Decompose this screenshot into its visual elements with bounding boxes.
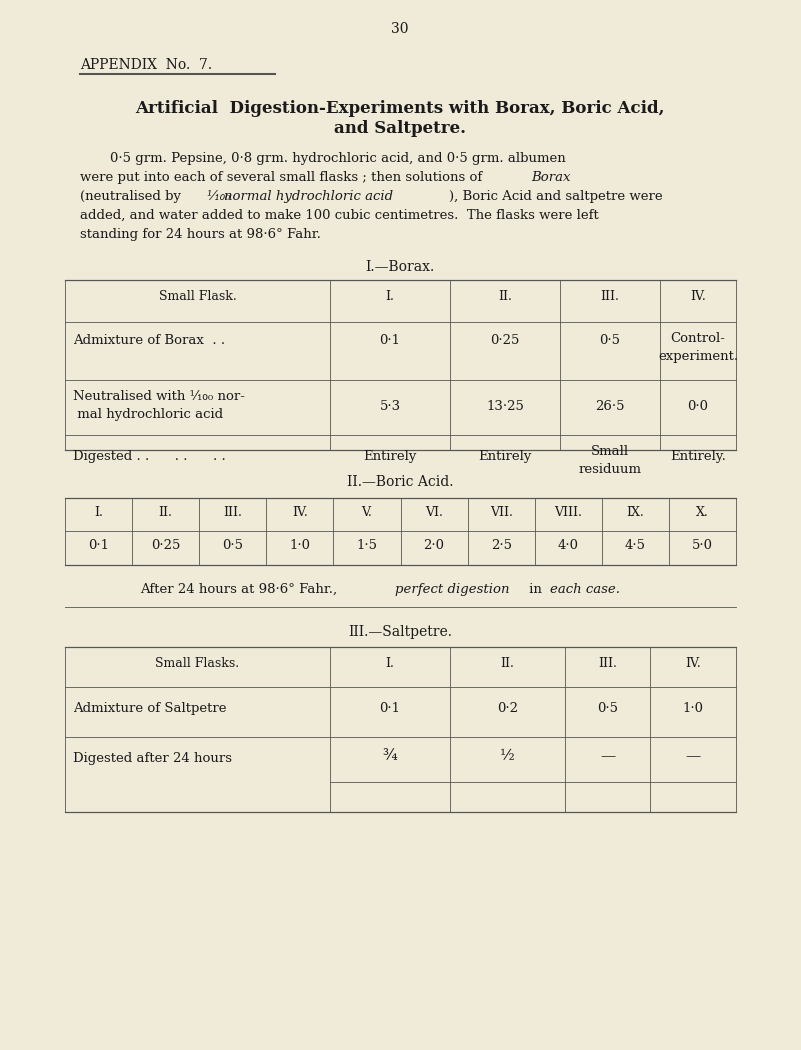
Text: in: in xyxy=(525,583,550,596)
Text: experiment.: experiment. xyxy=(658,350,738,363)
Text: 1·5: 1·5 xyxy=(356,539,377,552)
Text: normal hydrochloric acid: normal hydrochloric acid xyxy=(224,190,393,203)
Text: X.: X. xyxy=(696,506,709,519)
Text: 0·25: 0·25 xyxy=(151,539,180,552)
Text: Small Flask.: Small Flask. xyxy=(159,290,236,303)
Text: 0·2: 0·2 xyxy=(497,702,518,715)
Text: 0·25: 0·25 xyxy=(490,334,520,346)
Text: III.—Saltpetre.: III.—Saltpetre. xyxy=(348,625,452,639)
Text: ), Boric Acid and saltpetre were: ), Boric Acid and saltpetre were xyxy=(449,190,662,203)
Text: IV.: IV. xyxy=(685,657,701,670)
Text: 2·5: 2·5 xyxy=(491,539,512,552)
Text: 5·0: 5·0 xyxy=(692,539,713,552)
Text: 1·0: 1·0 xyxy=(682,702,703,715)
Text: 0·0: 0·0 xyxy=(687,400,709,413)
Text: Admixture of Saltpetre: Admixture of Saltpetre xyxy=(73,702,227,715)
Text: 5·3: 5·3 xyxy=(380,400,400,413)
Text: 0·1: 0·1 xyxy=(88,539,109,552)
Text: I.: I. xyxy=(385,657,394,670)
Text: I.—Borax.: I.—Borax. xyxy=(365,260,435,274)
Text: perfect digestion: perfect digestion xyxy=(395,583,509,596)
Text: II.: II. xyxy=(159,506,172,519)
Text: ½: ½ xyxy=(500,749,515,763)
Text: 0·5: 0·5 xyxy=(599,334,621,346)
Text: III.: III. xyxy=(598,657,617,670)
Text: Entirely: Entirely xyxy=(364,450,417,463)
Text: ¾: ¾ xyxy=(383,749,397,763)
Text: IV.: IV. xyxy=(292,506,308,519)
Text: 0·1: 0·1 xyxy=(380,702,400,715)
Text: 4·0: 4·0 xyxy=(557,539,579,552)
Text: 4·5: 4·5 xyxy=(625,539,646,552)
Text: residuum: residuum xyxy=(578,463,642,476)
Text: Digested . .      . .      . .: Digested . . . . . . xyxy=(73,450,226,463)
Text: VII.: VII. xyxy=(489,506,513,519)
Text: 0·5 grm. Pepsine, 0·8 grm. hydrochloric acid, and 0·5 grm. albumen: 0·5 grm. Pepsine, 0·8 grm. hydrochloric … xyxy=(110,152,566,165)
Text: 0·5: 0·5 xyxy=(222,539,244,552)
Text: 2·0: 2·0 xyxy=(424,539,445,552)
Text: 0·5: 0·5 xyxy=(597,702,618,715)
Text: III.: III. xyxy=(223,506,242,519)
Text: Neutralised with ⅒₀ nor-: Neutralised with ⅒₀ nor- xyxy=(73,390,245,403)
Text: Borax: Borax xyxy=(531,171,570,184)
Text: 1·0: 1·0 xyxy=(289,539,310,552)
Text: and Saltpetre.: and Saltpetre. xyxy=(334,120,466,136)
Text: IX.: IX. xyxy=(626,506,644,519)
Text: mal hydrochloric acid: mal hydrochloric acid xyxy=(73,408,223,421)
Text: VI.: VI. xyxy=(425,506,443,519)
Text: VIII.: VIII. xyxy=(554,506,582,519)
Text: III.: III. xyxy=(601,290,619,303)
Text: After 24 hours at 98·6° Fahr.,: After 24 hours at 98·6° Fahr., xyxy=(140,583,345,596)
Text: Small: Small xyxy=(591,445,629,458)
Text: IV.: IV. xyxy=(690,290,706,303)
Text: standing for 24 hours at 98·6° Fahr.: standing for 24 hours at 98·6° Fahr. xyxy=(80,228,321,242)
Text: II.: II. xyxy=(501,657,514,670)
Text: I.: I. xyxy=(385,290,394,303)
Text: Artificial  Digestion-Experiments with Borax, Boric Acid,: Artificial Digestion-Experiments with Bo… xyxy=(135,100,665,117)
Text: Entirely: Entirely xyxy=(478,450,532,463)
Text: —: — xyxy=(600,749,615,763)
Text: II.: II. xyxy=(498,290,512,303)
Text: Digested after 24 hours: Digested after 24 hours xyxy=(73,752,232,765)
Text: Small Flasks.: Small Flasks. xyxy=(155,657,239,670)
Text: I.: I. xyxy=(94,506,103,519)
Text: V.: V. xyxy=(361,506,372,519)
Text: —: — xyxy=(686,749,701,763)
Text: Admixture of Borax  . .: Admixture of Borax . . xyxy=(73,334,225,346)
Text: 13·25: 13·25 xyxy=(486,400,524,413)
Text: ⅒₀: ⅒₀ xyxy=(207,190,235,203)
Text: 26·5: 26·5 xyxy=(595,400,625,413)
Text: each case.: each case. xyxy=(550,583,620,596)
Text: were put into each of several small flasks ; then solutions of: were put into each of several small flas… xyxy=(80,171,491,184)
Text: (neutralised by: (neutralised by xyxy=(80,190,185,203)
Text: APPENDIX  No.  7.: APPENDIX No. 7. xyxy=(80,58,212,72)
Text: added, and water added to make 100 cubic centimetres.  The flasks were left: added, and water added to make 100 cubic… xyxy=(80,209,599,222)
Text: Entirely.: Entirely. xyxy=(670,450,726,463)
Text: 0·1: 0·1 xyxy=(380,334,400,346)
Text: II.—Boric Acid.: II.—Boric Acid. xyxy=(347,475,453,489)
Text: 30: 30 xyxy=(391,22,409,36)
Text: Control-: Control- xyxy=(670,332,726,345)
